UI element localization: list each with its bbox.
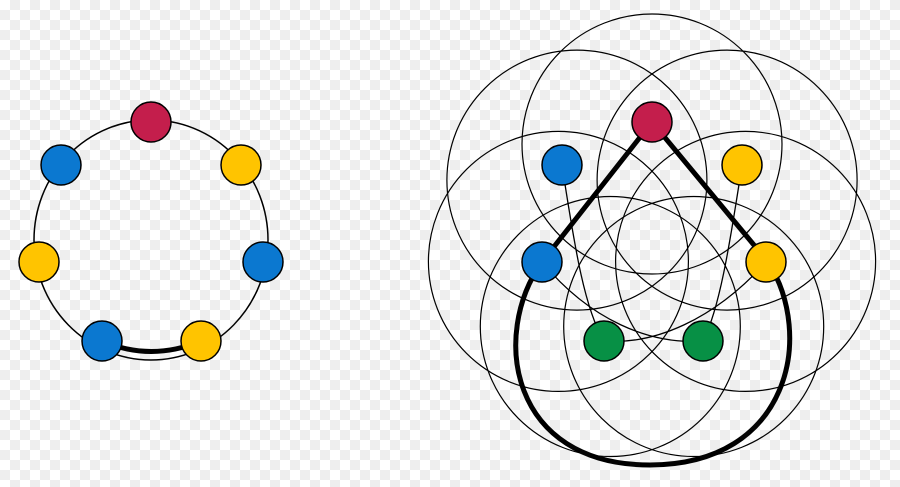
- flower-circle: [447, 50, 707, 310]
- right-node-top: [632, 102, 672, 142]
- right-node-upper-left: [542, 145, 582, 185]
- left-node-right: [243, 242, 283, 282]
- overlapping-circles: [428, 14, 875, 457]
- left-node-top: [131, 102, 171, 142]
- left-node-upper-right: [221, 145, 261, 185]
- flower-circle: [597, 50, 857, 310]
- left-node-lower-left: [82, 321, 122, 361]
- connector-curves: [542, 165, 766, 341]
- left-node-upper-left: [41, 145, 81, 185]
- right-node-right: [746, 242, 786, 282]
- right-node-upper-right: [722, 145, 762, 185]
- right-node-left: [522, 242, 562, 282]
- right-flower-diagram: [428, 14, 875, 465]
- right-node-lower-right: [683, 321, 723, 361]
- connector-curve: [604, 262, 766, 341]
- left-node-lower-right: [181, 321, 221, 361]
- left-node-left: [19, 242, 59, 282]
- right-node-lower-left: [584, 321, 624, 361]
- right-nodes: [522, 102, 786, 361]
- left-ring-diagram: [19, 102, 283, 361]
